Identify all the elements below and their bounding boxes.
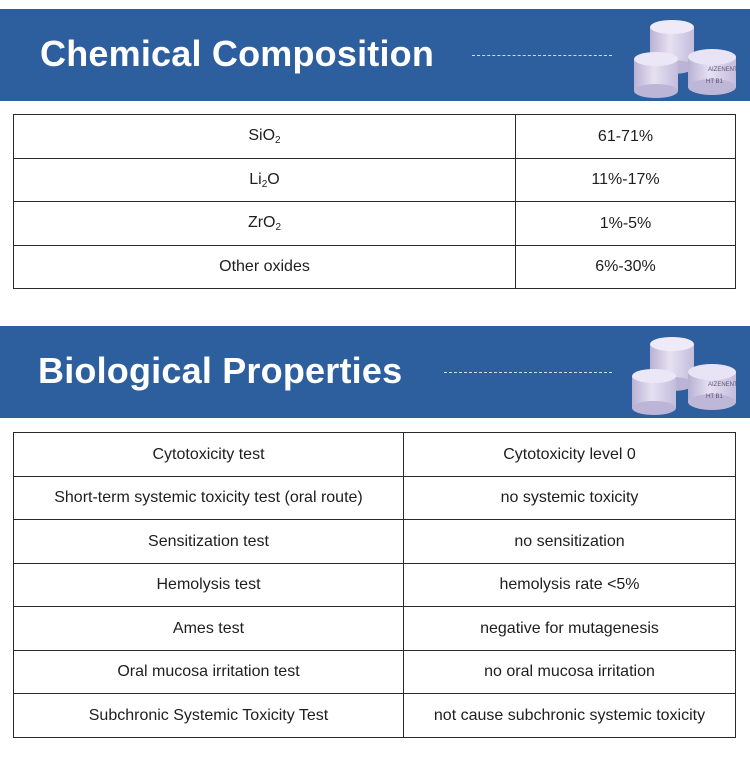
test-name-cell: Hemolysis test (13, 563, 404, 607)
component-cell: ZrO2 (13, 201, 516, 246)
test-name-cell: Subchronic Systemic Toxicity Test (13, 693, 404, 738)
test-name-cell: Oral mucosa irritation test (13, 650, 404, 694)
component-cell: Li2O (13, 158, 516, 202)
table-row: SiO2 61-71% (13, 114, 736, 159)
test-result-cell: Cytotoxicity level 0 (403, 432, 736, 477)
test-name-cell: Short-term systemic toxicity test (oral … (13, 476, 404, 520)
puck-brand-label: AIZENENT (708, 382, 738, 388)
puck-shade-label: HT B1 (706, 79, 724, 85)
material-blocks-image: AIZENENT HT B1 (634, 20, 738, 98)
test-name-cell: Ames test (13, 606, 404, 651)
puck-brand-label: AIZENENT (708, 67, 738, 73)
chemical-composition-banner: Chemical Composition AIZENENT HT B1 (0, 9, 750, 101)
percentage-cell: 11%-17% (515, 158, 736, 202)
test-result-cell: negative for mutagenesis (403, 606, 736, 651)
percentage-cell: 61-71% (515, 114, 736, 159)
table-row: Sensitization test no sensitization (13, 519, 736, 564)
table-row: Oral mucosa irritation test no oral muco… (13, 650, 736, 694)
test-result-cell: no sensitization (403, 519, 736, 564)
puck-shade-label: HT B1 (706, 394, 724, 400)
banner-divider (444, 372, 612, 373)
test-name-cell: Sensitization test (13, 519, 404, 564)
chemical-composition-title: Chemical Composition (40, 33, 435, 74)
chemical-composition-table: SiO2 61-71% Li2O 11%-17% ZrO2 1%-5% Othe… (13, 114, 736, 289)
banner-divider (472, 55, 612, 56)
table-row: Other oxides 6%-30% (13, 245, 736, 289)
table-row: Li2O 11%-17% (13, 158, 736, 202)
test-result-cell: no systemic toxicity (403, 476, 736, 520)
test-result-cell: no oral mucosa irritation (403, 650, 736, 694)
table-row: Cytotoxicity test Cytotoxicity level 0 (13, 432, 736, 477)
component-cell: Other oxides (13, 245, 516, 289)
percentage-cell: 6%-30% (515, 245, 736, 289)
table-row: ZrO2 1%-5% (13, 201, 736, 246)
table-row: Ames test negative for mutagenesis (13, 606, 736, 651)
test-result-cell: not cause subchronic systemic toxicity (403, 693, 736, 738)
test-result-cell: hemolysis rate <5% (403, 563, 736, 607)
biological-properties-banner: Biological Properties AIZENENT HT B1 (0, 326, 750, 418)
percentage-cell: 1%-5% (515, 201, 736, 246)
table-row: Short-term systemic toxicity test (oral … (13, 476, 736, 520)
table-row: Hemolysis test hemolysis rate <5% (13, 563, 736, 607)
table-row: Subchronic Systemic Toxicity Test not ca… (13, 693, 736, 738)
biological-properties-table: Cytotoxicity test Cytotoxicity level 0 S… (13, 432, 736, 738)
component-cell: SiO2 (13, 114, 516, 159)
test-name-cell: Cytotoxicity test (13, 432, 404, 477)
biological-properties-title: Biological Properties (38, 350, 403, 391)
material-blocks-image: AIZENENT HT B1 (632, 337, 738, 415)
